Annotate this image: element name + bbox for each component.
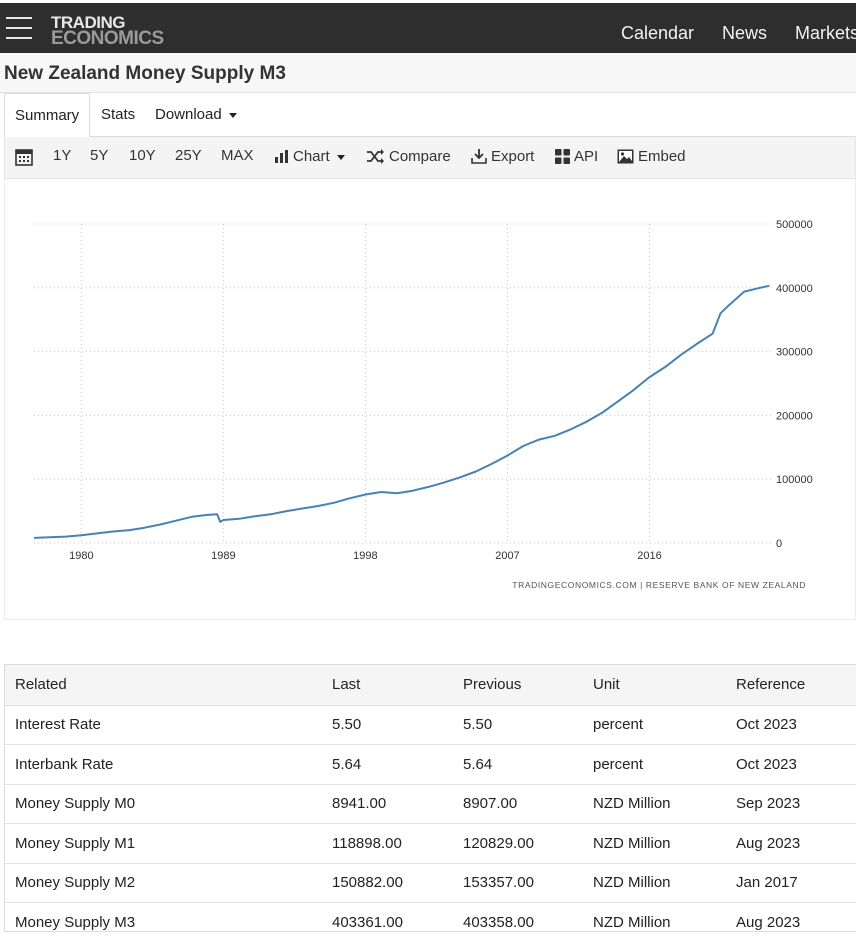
- caret-down-icon: [228, 112, 237, 118]
- chart-type-button[interactable]: Chart: [274, 148, 345, 165]
- range-max-button[interactable]: MAX: [221, 147, 254, 164]
- header-reference: Reference: [736, 665, 856, 706]
- related-link[interactable]: Money Supply M3: [15, 913, 136, 931]
- related-link[interactable]: Interbank Rate: [15, 755, 114, 773]
- tab-stats[interactable]: Stats: [101, 106, 136, 123]
- nav-news-link[interactable]: News: [722, 23, 768, 43]
- image-icon: [617, 149, 634, 164]
- x-tick-label: 2016: [637, 550, 661, 562]
- last-value: 403361.00: [332, 902, 463, 931]
- unit: NZD Million: [593, 823, 736, 864]
- related-link[interactable]: Money Supply M0: [15, 795, 136, 813]
- reference: Oct 2023: [736, 744, 856, 785]
- related-link[interactable]: Interest Rate: [15, 716, 101, 734]
- unit: NZD Million: [593, 784, 736, 824]
- unit: NZD Million: [593, 863, 736, 903]
- table-row: Interest Rate 5.50 5.50 percent Oct 2023: [5, 705, 856, 745]
- x-tick-label: 2007: [495, 550, 519, 562]
- x-tick-label: 1989: [211, 550, 235, 562]
- y-tick-label: 300000: [776, 347, 813, 359]
- chart-area: 0 100000 200000 300000 400000 500000 1980 1989 1…: [4, 179, 856, 620]
- previous-value: 5.64: [463, 744, 593, 785]
- nav-calendar-link[interactable]: Calendar: [621, 23, 695, 43]
- reference: Oct 2023: [736, 705, 856, 745]
- api-button[interactable]: API: [555, 148, 598, 165]
- related-indicators-table: Related Last Previous Unit Reference Int…: [4, 664, 856, 932]
- y-tick-label: 200000: [776, 410, 813, 422]
- previous-value: 8907.00: [463, 784, 593, 824]
- embed-label: Embed: [638, 148, 686, 165]
- chart-type-label: Chart: [293, 148, 330, 165]
- last-value: 8941.00: [332, 784, 463, 824]
- chart-toolbar: 1Y 5Y 10Y 25Y MAX Chart Compare Export A…: [4, 137, 856, 179]
- title-band: New Zealand Money Supply M3: [0, 53, 856, 93]
- download-icon: [471, 149, 487, 164]
- embed-button[interactable]: Embed: [617, 148, 686, 165]
- table-row: Money Supply M2 150882.00 153357.00 NZD …: [5, 863, 856, 903]
- reference: Jan 2017: [736, 863, 856, 903]
- tab-download[interactable]: Download: [155, 93, 237, 137]
- top-navigation-bar: TRADING ECONOMICS Calendar News Markets: [0, 3, 856, 53]
- related-link[interactable]: Money Supply M2: [15, 874, 136, 892]
- related-link[interactable]: Money Supply M1: [15, 834, 136, 852]
- header-last: Last: [332, 665, 463, 706]
- compare-label: Compare: [389, 148, 451, 165]
- reference: Aug 2023: [736, 823, 856, 864]
- hamburger-menu-icon[interactable]: [6, 17, 32, 39]
- table-row: Money Supply M3 403361.00 403358.00 NZD …: [5, 902, 856, 931]
- unit: percent: [593, 705, 736, 745]
- y-tick-label: 400000: [776, 283, 813, 295]
- export-button[interactable]: Export: [471, 148, 534, 165]
- y-tick-label: 500000: [776, 219, 813, 231]
- previous-value: 5.50: [463, 705, 593, 745]
- tab-download-label: Download: [155, 106, 222, 123]
- last-value: 5.64: [332, 744, 463, 785]
- y-tick-label: 100000: [776, 474, 813, 486]
- grid-icon: [555, 149, 570, 164]
- unit: percent: [593, 744, 736, 785]
- table-header-row: Related Last Previous Unit Reference: [5, 665, 856, 706]
- caret-down-icon: [336, 154, 345, 160]
- header-unit: Unit: [593, 665, 736, 706]
- tab-bar: Summary Stats Download: [4, 93, 856, 138]
- last-value: 150882.00: [332, 863, 463, 903]
- range-25y-button[interactable]: 25Y: [175, 147, 202, 164]
- x-tick-label: 1998: [353, 550, 377, 562]
- range-1y-button[interactable]: 1Y: [53, 147, 72, 164]
- page-title: New Zealand Money Supply M3: [4, 63, 286, 84]
- last-value: 5.50: [332, 705, 463, 745]
- table-row: Money Supply M0 8941.00 8907.00 NZD Mill…: [5, 784, 856, 824]
- y-tick-label: 0: [776, 538, 782, 550]
- range-5y-button[interactable]: 5Y: [90, 147, 109, 164]
- money-supply-line-chart: 0 100000 200000 300000 400000 500000 1980 1989 1…: [33, 219, 813, 590]
- x-tick-label: 1980: [69, 550, 93, 562]
- reference: Aug 2023: [736, 902, 856, 931]
- tab-summary[interactable]: Summary: [4, 93, 91, 138]
- unit: NZD Million: [593, 902, 736, 931]
- trading-economics-logo[interactable]: TRADING ECONOMICS: [51, 13, 164, 49]
- shuffle-icon: [367, 149, 384, 164]
- last-value: 118898.00: [332, 823, 463, 864]
- api-label: API: [574, 148, 599, 165]
- calendar-icon[interactable]: [15, 148, 37, 167]
- previous-value: 120829.00: [463, 823, 593, 864]
- bar-chart-icon: [275, 150, 288, 163]
- nav-markets-link[interactable]: Markets: [795, 23, 856, 43]
- compare-button[interactable]: Compare: [366, 148, 451, 165]
- series-line: [33, 284, 770, 539]
- previous-value: 153357.00: [463, 863, 593, 903]
- table-row: Interbank Rate 5.64 5.64 percent Oct 202…: [5, 744, 856, 785]
- export-label: Export: [491, 148, 535, 165]
- chart-source-note: TRADINGECONOMICS.COM | RESERVE BANK OF N…: [512, 580, 806, 590]
- range-10y-button[interactable]: 10Y: [129, 147, 156, 164]
- previous-value: 403358.00: [463, 902, 593, 931]
- table-row: Money Supply M1 118898.00 120829.00 NZD …: [5, 823, 856, 864]
- header-previous: Previous: [463, 665, 593, 706]
- reference: Sep 2023: [736, 784, 856, 824]
- header-related: Related: [5, 665, 332, 706]
